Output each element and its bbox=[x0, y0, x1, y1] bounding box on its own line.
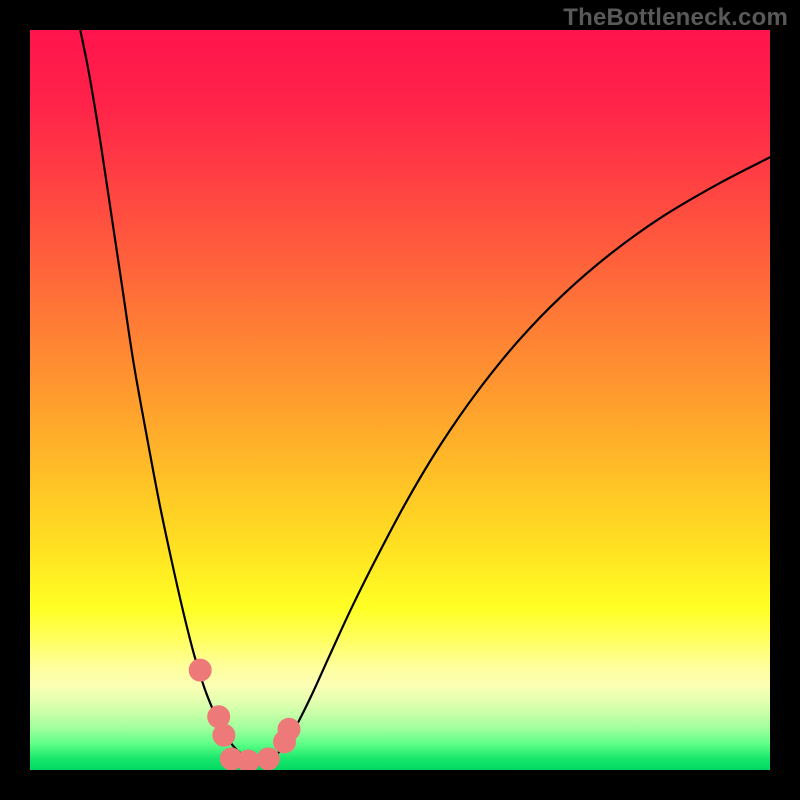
chart-frame: TheBottleneck.com bbox=[0, 0, 800, 800]
watermark-text: TheBottleneck.com bbox=[563, 4, 788, 32]
curve-marker bbox=[278, 718, 300, 740]
curve-marker bbox=[189, 659, 211, 681]
curve-marker bbox=[257, 748, 279, 770]
curve-marker bbox=[237, 750, 259, 770]
curve-marker bbox=[213, 724, 235, 746]
plot-area bbox=[30, 30, 770, 770]
chart-svg bbox=[30, 30, 770, 770]
